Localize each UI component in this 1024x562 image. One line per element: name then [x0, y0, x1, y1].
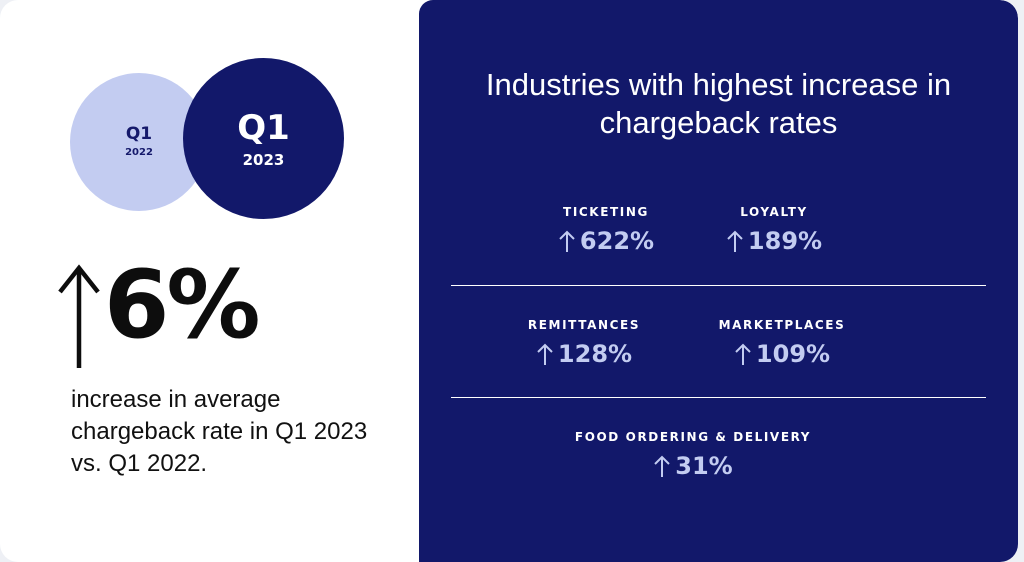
- headline-description: increase in average chargeback rate in Q…: [71, 386, 368, 477]
- industry-label: MARKETPLACES: [718, 318, 846, 332]
- industry-label: FOOD ORDERING & DELIVERY: [574, 430, 812, 444]
- industry-value: 622%: [579, 227, 655, 255]
- industry-value: 109%: [755, 340, 831, 368]
- headline-stat: 6%: [56, 256, 261, 372]
- up-arrow-icon: [58, 264, 100, 368]
- industry-label: TICKETING: [563, 205, 649, 219]
- circle-2023-quarter: Q1: [237, 107, 290, 148]
- up-arrow-icon: [735, 343, 751, 365]
- up-arrow-icon: [559, 230, 575, 252]
- industry-value: 128%: [557, 340, 633, 368]
- circle-2022-year: 2022: [125, 147, 153, 158]
- industry-label: LOYALTY: [740, 205, 808, 219]
- circle-2022-quarter: Q1: [125, 124, 153, 144]
- industry-value: 31%: [675, 452, 733, 480]
- industry-loyalty: LOYALTY 189%: [674, 204, 874, 256]
- industries-panel: Industries with highest increase in char…: [419, 0, 1018, 562]
- divider: [451, 285, 986, 286]
- panel-title: Industries with highest increase in char…: [485, 67, 952, 140]
- industry-marketplaces: MARKETPLACES 109%: [682, 317, 882, 369]
- industry-remittances: REMITTANCES 128%: [484, 317, 684, 369]
- up-arrow-icon: [654, 455, 670, 477]
- up-arrow-icon: [727, 230, 743, 252]
- circle-2023-year: 2023: [242, 150, 285, 169]
- q1-2023-circle: Q1 2023: [183, 58, 344, 219]
- industry-food-ordering: FOOD ORDERING & DELIVERY 31%: [548, 429, 838, 481]
- industry-label: REMITTANCES: [527, 318, 641, 332]
- headline-value: 6%: [104, 251, 261, 360]
- industry-ticketing: TICKETING 622%: [506, 204, 706, 256]
- divider: [451, 397, 986, 398]
- industry-value: 189%: [747, 227, 823, 255]
- up-arrow-icon: [537, 343, 553, 365]
